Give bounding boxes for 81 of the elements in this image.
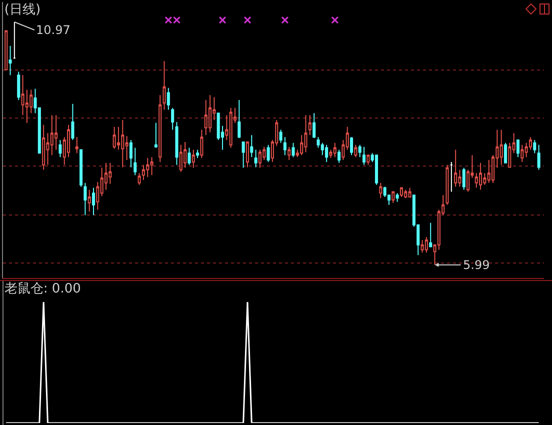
candlestick [258,149,262,168]
candlestick [71,103,74,140]
candlestick [4,30,8,70]
candlestick [338,149,341,164]
candlestick [533,140,536,154]
candlestick [392,191,395,204]
candlestick [84,182,87,216]
candlestick [288,146,291,160]
candlestick [80,149,83,188]
candlestick [154,122,158,148]
candlestick [420,239,424,254]
candlestick [8,45,12,76]
candlestick [325,144,328,162]
candlestick [246,141,250,168]
candlestick [462,167,466,190]
candlestick [358,144,362,158]
candlestick [424,236,428,254]
candlestick [17,71,20,101]
candlestick [166,87,170,110]
candlestick [200,129,204,159]
candlestick [150,156,154,176]
candlestick [162,60,166,110]
candlestick [479,162,482,190]
candlestick [354,144,358,158]
candlestick [42,124,46,170]
candlestick [208,94,212,133]
candlestick [196,149,200,159]
candlestick [333,142,336,158]
candlestick [134,147,137,176]
candlestick [112,126,116,150]
candlestick [454,149,458,188]
candlestick [312,112,316,139]
chart-title: 老鼠仓: 0.00 [4,281,81,296]
candlestick [379,182,382,199]
candlestick [138,172,141,186]
candlestick [429,222,432,248]
candlestick [283,136,286,156]
candlestick [308,114,312,136]
candlestick [184,141,187,168]
candlestick [537,144,540,170]
annotation: 5.99 [463,258,490,272]
candlestick [266,144,270,162]
candlestick [404,189,408,199]
annotation: 10.97 [36,23,70,37]
candlestick [487,159,490,184]
candlestick [374,154,378,186]
candlestick [396,192,399,202]
candlestick [304,114,308,153]
candlestick [504,142,508,164]
candlestick [146,158,150,178]
candlestick [175,121,178,166]
candlestick [121,120,124,168]
candlestick [292,142,295,158]
candlestick [238,100,241,139]
candlestick [350,136,354,156]
candlestick [250,134,254,158]
candlestick [254,149,258,168]
candlestick [400,187,403,198]
candlestick [520,144,524,162]
candlestick [58,140,62,158]
candlestick [362,146,366,166]
candlestick [12,21,16,59]
candlestick [500,129,503,166]
chart-title: (日线) [4,2,41,18]
candlestick [92,187,96,216]
candlestick [75,136,78,154]
candlestick [516,140,520,158]
candlestick [171,107,174,130]
candlestick [158,94,162,162]
candlestick [179,144,182,172]
candlestick [229,107,232,148]
candlestick [450,161,453,192]
candlestick [129,140,132,168]
candlestick [192,149,195,168]
candlestick [279,129,282,144]
candlestick [188,147,191,166]
candlestick [242,141,245,168]
candlestick [366,154,370,166]
candlestick [88,189,91,212]
candlestick [408,187,412,198]
candlestick [446,164,449,206]
